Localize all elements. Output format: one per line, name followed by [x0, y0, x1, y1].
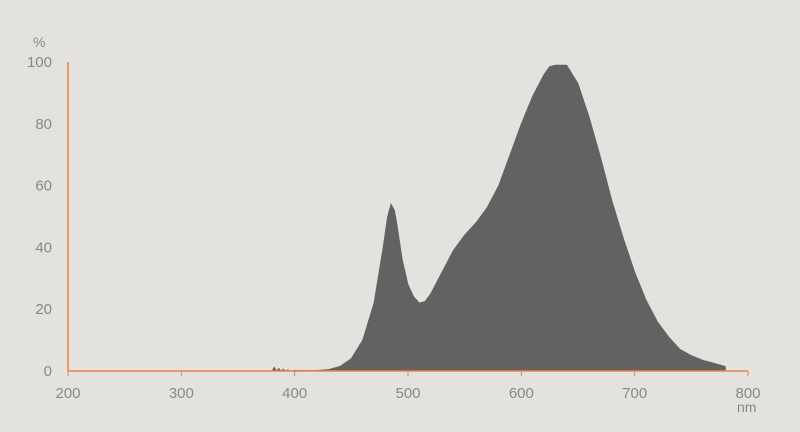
x-tick-label: 600 [509, 385, 534, 402]
x-tick-label: 800 [735, 385, 760, 402]
y-tick-label: 40 [35, 239, 52, 256]
y-tick-label: 80 [35, 116, 52, 133]
axes [67, 62, 749, 376]
x-tick-label: 400 [282, 385, 307, 402]
tick-labels: 200 300 400 500 600 700 800 0 20 40 60 80 100 [27, 54, 761, 402]
x-tick-label: 200 [55, 385, 80, 402]
x-axis-unit-label: nm [737, 399, 756, 415]
y-tick-label: 20 [35, 301, 52, 318]
y-tick-label: 100 [27, 54, 52, 71]
x-tick-label: 300 [169, 385, 194, 402]
y-tick-label: 60 [35, 178, 52, 195]
spectrum-area [271, 64, 726, 372]
x-tick-label: 500 [395, 385, 420, 402]
x-tick-label: 700 [622, 385, 647, 402]
y-tick-label: 0 [44, 363, 52, 380]
y-axis-unit-label: % [33, 34, 45, 50]
plot-area [271, 64, 726, 372]
